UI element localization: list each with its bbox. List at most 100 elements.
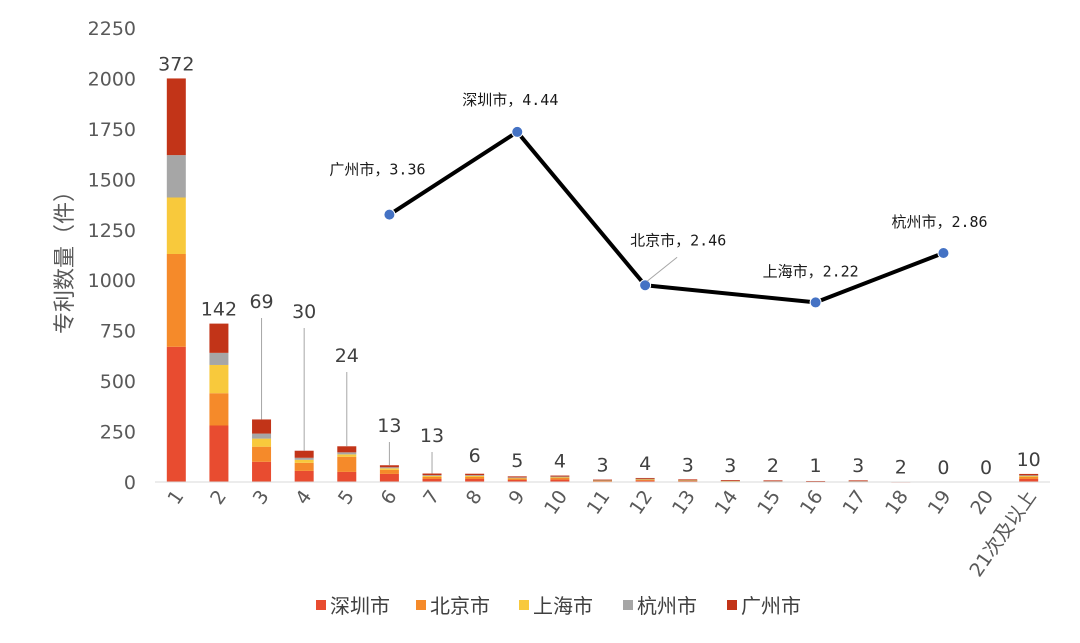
bar-segment: [209, 393, 229, 426]
y-axis-title-group: 专利数量（件）: [53, 180, 78, 334]
data-label: 5: [511, 450, 523, 472]
bar-segment: [593, 480, 612, 482]
bar-segment: [252, 461, 272, 482]
legend-swatch: [727, 600, 737, 610]
y-tick-label: 1500: [88, 169, 136, 191]
bar-segment: [252, 438, 272, 447]
bar-stack: [678, 479, 698, 482]
data-label: 372: [158, 53, 194, 75]
bar-segment: [720, 480, 740, 482]
data-label: 24: [335, 345, 359, 367]
bar-segment: [166, 197, 186, 254]
x-tick-label: 14: [711, 486, 743, 518]
overlay-point-label: 上海市，2.22: [763, 262, 859, 280]
bars: [166, 78, 1039, 483]
legend-label: 上海市: [533, 594, 593, 618]
overlay-label-leader: [646, 256, 678, 282]
bar-segment: [806, 480, 826, 482]
x-tick-label: 15: [753, 486, 785, 518]
y-tick-label: 250: [100, 422, 136, 444]
bar-stack: [166, 78, 186, 482]
bar-stack: [1019, 473, 1039, 482]
bar-segment: [294, 470, 314, 482]
bar-segment: [337, 456, 357, 472]
y-axis-ticks: 0 250 500 750 1000 1250 1500 1750 2000 2250: [88, 18, 136, 494]
bar-segment: [465, 476, 485, 479]
bar-segment: [252, 419, 272, 434]
bar-segment: [465, 473, 485, 476]
bar-segment: [337, 471, 357, 482]
bar-segment: [635, 479, 655, 481]
legend-label: 深圳市: [330, 594, 390, 618]
x-tick-label: 2: [206, 486, 231, 509]
legend-item: 北京市: [416, 594, 490, 618]
y-tick-label: 0: [124, 472, 136, 494]
data-label: 13: [420, 425, 444, 447]
y-axis-title: 专利数量（件）: [53, 180, 78, 334]
legend-item: 上海市: [519, 594, 593, 618]
x-tick-label: 5: [334, 486, 359, 509]
bar-segment: [337, 446, 357, 453]
data-label: 2: [767, 455, 779, 477]
bar-stack: [593, 479, 612, 482]
data-label: 4: [639, 453, 651, 475]
bar-stack: [337, 446, 357, 482]
bar-segment: [1019, 475, 1039, 477]
legend-label: 北京市: [430, 594, 490, 618]
overlay-point-label: 北京市，2.46: [630, 231, 726, 249]
x-tick-label: 18: [881, 486, 913, 518]
data-label: 3: [724, 455, 736, 477]
data-label: 1: [810, 455, 822, 477]
legend-label: 广州市: [741, 594, 801, 618]
bar-segment: [678, 479, 698, 481]
bar-segment: [422, 478, 442, 482]
bar-segment: [465, 475, 485, 477]
bar-segment: [507, 479, 527, 482]
bar-segment: [166, 346, 186, 482]
bar-segment: [848, 480, 868, 482]
bar-segment: [550, 479, 570, 482]
bar-segment: [294, 462, 314, 471]
bar-segment: [379, 467, 399, 469]
bar-segment: [1019, 473, 1039, 476]
bar-segment: [507, 477, 527, 479]
bar-segment: [635, 480, 655, 482]
bar-stack: [294, 450, 314, 482]
overlay-point: [639, 279, 652, 292]
bar-segment: [550, 476, 570, 478]
bar-segment: [294, 457, 314, 460]
x-tick-label: 8: [462, 486, 487, 509]
y-tick-label: 1000: [88, 270, 136, 292]
bar-segment: [422, 475, 442, 477]
bar-segment: [209, 364, 229, 394]
legend-swatch: [316, 600, 326, 610]
bar-segment: [593, 480, 612, 482]
bar-segment: [507, 478, 527, 480]
x-tick-label: 20: [966, 486, 998, 518]
y-tick-label: 1750: [88, 119, 136, 141]
bar-segment: [166, 78, 186, 156]
bar-segment: [1019, 478, 1039, 482]
bar-segment: [465, 475, 485, 476]
overlay-point-label: 深圳市，4.44: [462, 91, 558, 109]
bar-segment: [337, 454, 357, 457]
data-label: 142: [201, 299, 237, 321]
x-tick-label: 13: [668, 486, 700, 518]
bar-stack: [379, 465, 399, 482]
bar-segment: [550, 476, 570, 478]
bar-stack: [507, 476, 527, 482]
overlay-point: [511, 125, 524, 138]
data-label: 10: [1017, 449, 1041, 471]
bar-segment: [678, 480, 698, 482]
data-label: 69: [249, 291, 273, 313]
bar-stack: [252, 419, 272, 482]
x-tick-label: 7: [419, 486, 444, 509]
bar-segment: [337, 452, 357, 455]
bar-segment: [209, 323, 229, 353]
data-label: 13: [377, 415, 401, 437]
bar-segment: [635, 478, 655, 480]
legend: 深圳市 北京市 上海市 杭州市 广州市: [316, 594, 801, 618]
data-label: 3: [852, 455, 864, 477]
